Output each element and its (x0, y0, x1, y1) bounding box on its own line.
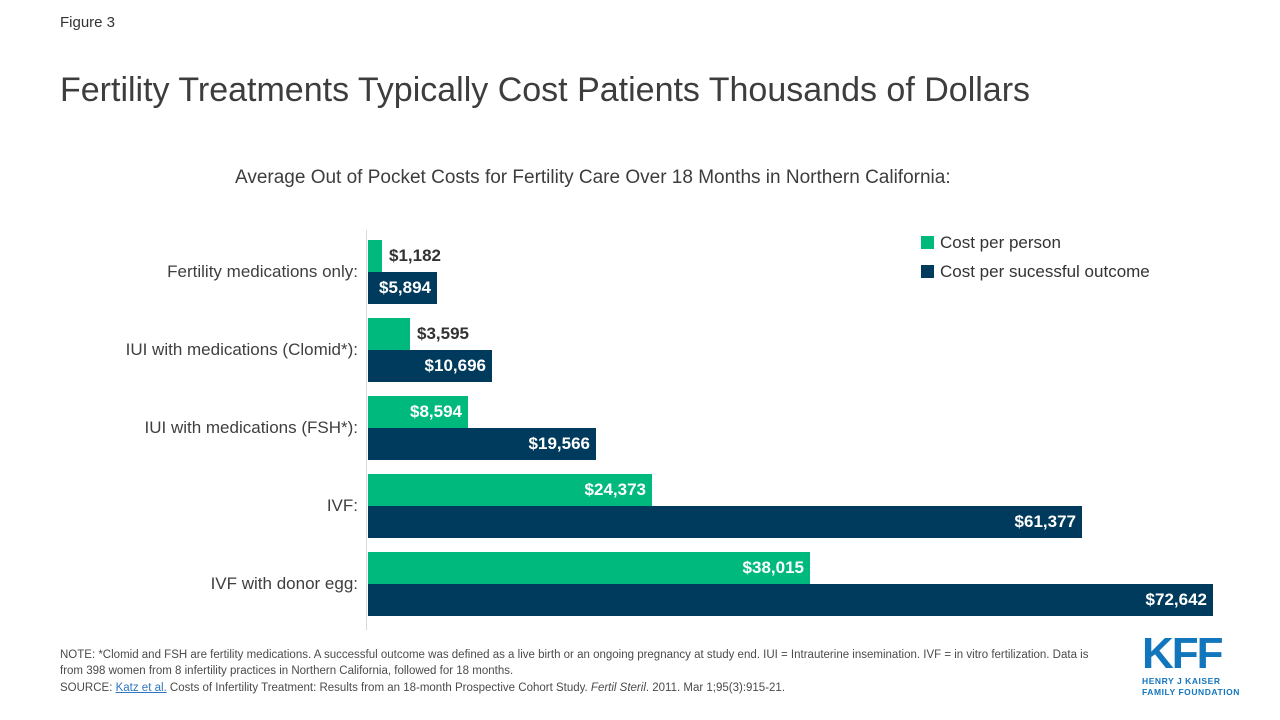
bar-cost-per-sucessful-outcome: $10,696 (368, 350, 492, 382)
value-label: $61,377 (1014, 512, 1076, 531)
value-label: $38,015 (742, 558, 804, 577)
legend-item-cost-per-successful-outcome: Cost per sucessful outcome (921, 261, 1150, 282)
value-label: $8,594 (410, 402, 462, 421)
source-suffix: . 2011. Mar 1;95(3):915-21. (645, 682, 786, 694)
kff-logo: KFF HENRY J KAISER FAMILY FOUNDATION (1142, 632, 1240, 697)
category-label: IVF with donor egg: (210, 574, 358, 593)
bar-cost-per-person: $24,373 (368, 474, 652, 506)
category-label: IUI with medications (Clomid*): (125, 340, 358, 359)
bar-cost-per-sucessful-outcome: $61,377 (368, 506, 1082, 538)
source-prefix: SOURCE: (60, 682, 116, 694)
legend: Cost per person Cost per sucessful outco… (921, 232, 1150, 290)
legend-swatch-green (921, 236, 934, 249)
kff-logo-mark: KFF (1142, 629, 1224, 678)
source-journal: Fertil Steril (590, 682, 646, 694)
kff-logo-line1: HENRY J KAISER (1142, 676, 1221, 686)
note-text: NOTE: *Clomid and FSH are fertility medi… (60, 649, 1089, 677)
value-label: $24,373 (584, 480, 646, 499)
bar-cost-per-person: $8,594 (368, 396, 468, 428)
value-label: $10,696 (424, 356, 486, 375)
legend-item-cost-per-person: Cost per person (921, 232, 1150, 253)
page-title: Fertility Treatments Typically Cost Pati… (60, 71, 1031, 109)
value-label: $72,642 (1145, 590, 1207, 609)
category-label: IUI with medications (FSH*): (144, 418, 359, 437)
category-label: Fertility medications only: (167, 262, 358, 281)
legend-label: Cost per person (940, 232, 1061, 252)
source-link[interactable]: Katz et al. (115, 682, 167, 694)
kff-logo-line2: FAMILY FOUNDATION (1142, 686, 1240, 697)
bar-cost-per-sucessful-outcome: $5,894 (368, 272, 437, 304)
value-label: $1,182 (389, 246, 441, 265)
source-text: SOURCE: Katz et al. Costs of Infertility… (60, 682, 1112, 694)
legend-label: Cost per sucessful outcome (940, 261, 1150, 281)
bar-cost-per-sucessful-outcome: $72,642 (368, 584, 1213, 616)
bar-cost-per-sucessful-outcome: $19,566 (368, 428, 596, 460)
value-label: $5,894 (379, 278, 431, 297)
bar-cost-per-person (368, 240, 382, 272)
figure-label: Figure 3 (60, 14, 116, 31)
category-label: IVF: (326, 496, 358, 515)
value-label: $3,595 (417, 324, 469, 343)
value-label: $19,566 (528, 434, 590, 453)
source-mid: Costs of Infertility Treatment: Results … (166, 682, 591, 694)
bar-cost-per-person (368, 318, 410, 350)
axis-line (366, 230, 367, 630)
legend-swatch-navy (921, 265, 934, 278)
chart-subtitle: Average Out of Pocket Costs for Fertilit… (235, 167, 951, 188)
bar-cost-per-person: $38,015 (368, 552, 810, 584)
